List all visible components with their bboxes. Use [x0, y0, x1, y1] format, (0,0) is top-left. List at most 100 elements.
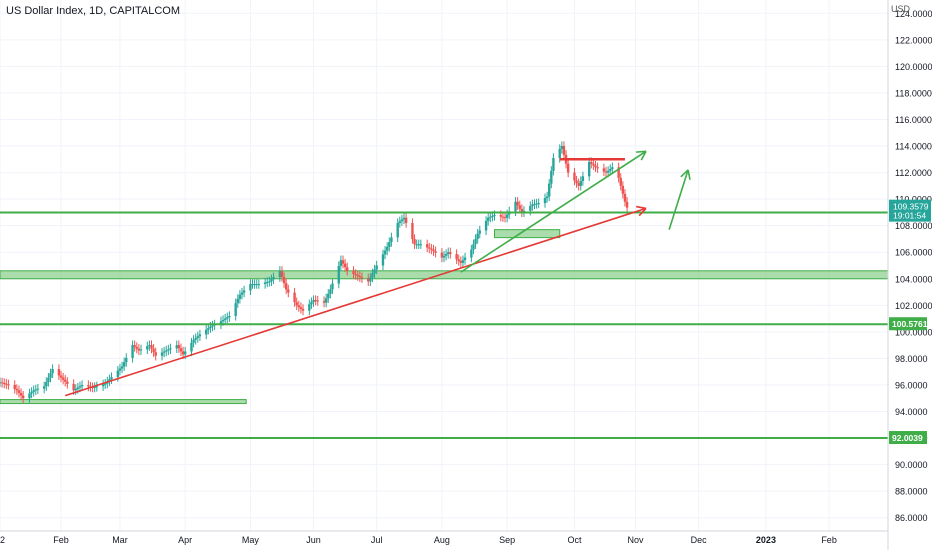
candle-body: [255, 284, 258, 286]
support-zone: [0, 270, 889, 280]
candle-body: [181, 351, 185, 355]
candle-body: [74, 388, 77, 391]
candle-body: [72, 383, 75, 391]
price-tick-label: 114.0000: [895, 142, 932, 152]
support-zone: [0, 399, 247, 405]
horizontal-levels: [0, 158, 888, 440]
candle-body: [249, 284, 252, 291]
candle-body: [266, 281, 269, 283]
candle-body: [604, 171, 608, 173]
candle-body: [322, 301, 326, 303]
candle-body: [520, 208, 524, 213]
candle-body: [402, 217, 406, 220]
candle-body: [411, 223, 414, 239]
candle-body: [59, 375, 63, 378]
candle-body: [533, 203, 536, 205]
candle-body: [489, 216, 492, 218]
candle-body: [32, 390, 35, 392]
candle-body: [13, 384, 16, 389]
candle-body: [240, 292, 244, 295]
price-tick-label: 98.0000: [895, 354, 928, 364]
candle-body: [358, 276, 362, 278]
candle-body: [93, 386, 96, 388]
candle-body: [425, 244, 429, 248]
candle-body: [594, 165, 597, 168]
candle-body: [341, 260, 345, 264]
candle-body: [587, 161, 591, 177]
level-price-label: 100.5761: [892, 319, 928, 329]
price-axis[interactable]: 86.000088.000090.000092.000094.000096.00…: [895, 9, 932, 523]
candle-body: [327, 293, 330, 299]
candle-body: [390, 237, 393, 243]
price-tick-label: 88.0000: [895, 487, 928, 497]
candle-body: [373, 269, 376, 274]
price-tick-label: 122.0000: [895, 35, 932, 45]
candle-body: [516, 201, 519, 206]
candle-body: [463, 257, 467, 261]
candle-body: [514, 201, 517, 212]
candle-body: [21, 395, 25, 399]
candle-body: [548, 183, 551, 197]
candle-body: [234, 303, 237, 316]
candle-body: [623, 193, 627, 202]
candle-body: [194, 338, 197, 340]
candle-body: [356, 275, 359, 277]
candle-body: [146, 346, 149, 350]
candle-body: [388, 242, 391, 247]
candle-body: [295, 302, 298, 306]
candle-body: [562, 146, 566, 155]
candle-body: [577, 183, 580, 186]
candle-body: [611, 167, 614, 170]
candle-body: [228, 315, 231, 318]
candle-body: [280, 270, 284, 278]
candle-body: [440, 252, 444, 258]
candle-body: [120, 366, 124, 369]
time-tick-label: Sep: [499, 535, 515, 545]
countdown-label: 19:01:54: [893, 211, 926, 221]
candle-body: [287, 289, 290, 293]
candle-body: [430, 248, 433, 250]
candle-body: [196, 336, 200, 339]
candle-body: [455, 253, 458, 260]
price-tick-label: 110.0000: [895, 195, 932, 205]
price-tick-label: 106.0000: [895, 248, 932, 258]
green-trend-line: [460, 150, 647, 273]
price-tick-label: 120.0000: [895, 62, 932, 72]
candle-body: [251, 284, 254, 286]
candle-body: [192, 339, 195, 343]
candle-body: [293, 292, 296, 303]
candle-body: [66, 381, 69, 384]
time-tick-label: Mar: [112, 535, 128, 545]
price-tick-label: 116.0000: [895, 115, 932, 125]
candle-body: [34, 389, 37, 391]
time-tick-label: Oct: [567, 535, 582, 545]
candle-body: [472, 244, 475, 250]
candle-body: [381, 254, 385, 266]
last-price-label: 109.3579: [893, 202, 929, 212]
candle-body: [499, 215, 503, 217]
time-tick-label: Jun: [306, 535, 321, 545]
candle-body: [148, 345, 151, 347]
candle-body: [470, 249, 473, 258]
time-axis[interactable]: 22 Feb Mar Apr May Jun Jul Aug Sep Oct Nov Dec 2023 F…: [0, 535, 837, 545]
candle-body: [428, 247, 431, 249]
time-tick-label: Aug: [434, 535, 450, 545]
candle-body: [404, 217, 408, 224]
candle-body: [552, 157, 555, 171]
candle-body: [49, 373, 52, 378]
candle-body: [337, 266, 340, 284]
forecast-arrow-head: [687, 169, 691, 180]
candle-body: [476, 233, 479, 239]
candle-body: [118, 368, 122, 371]
level-price-tag: [889, 317, 927, 331]
candle-body: [432, 249, 435, 252]
candle-body: [131, 345, 134, 358]
candle-body: [272, 277, 275, 280]
candle-body: [104, 383, 107, 385]
candle-body: [459, 261, 463, 263]
candle-body: [198, 334, 202, 337]
chart-title: US Dollar Index, 1D, CAPITALCOM: [6, 5, 181, 17]
candle-body: [282, 277, 286, 284]
